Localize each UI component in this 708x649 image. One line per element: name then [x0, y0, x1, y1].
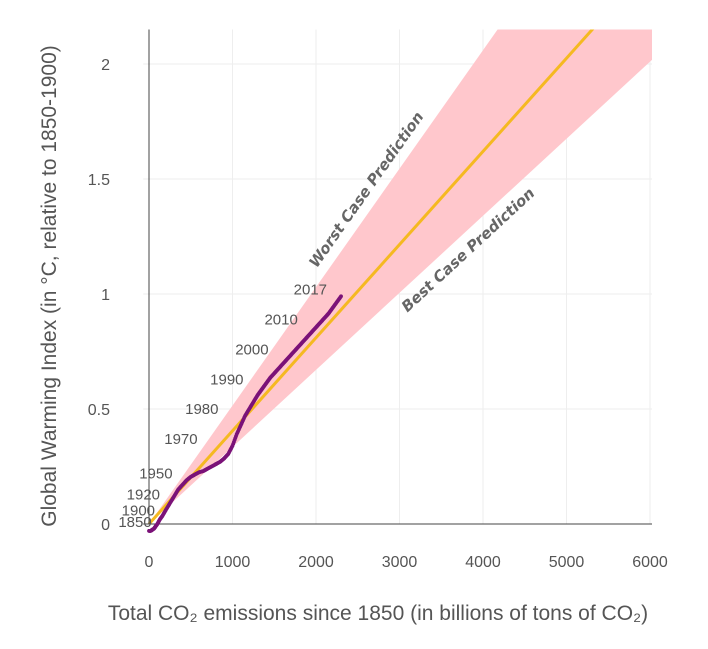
- y-tick-label: 0.5: [88, 402, 110, 419]
- y-tick-label: 1: [101, 287, 110, 304]
- y-tick-label: 2: [101, 57, 110, 74]
- year-label-1850: 1850: [118, 514, 151, 531]
- x-tick-label: 1000: [215, 554, 251, 571]
- year-label-2000: 2000: [235, 341, 268, 358]
- axes: 0 1000 2000 3000 4000 5000 6000 0 0.5 1 1.5 2: [88, 29, 668, 571]
- x-tick-label: 5000: [549, 554, 585, 571]
- year-label-1970: 1970: [164, 431, 197, 448]
- observed-series: [147, 294, 343, 533]
- x-tick-label: 4000: [465, 554, 501, 571]
- year-label-1980: 1980: [185, 401, 218, 418]
- prediction-band-layer: [147, 29, 652, 526]
- x-axis-title: Total CO₂ emissions since 1850 (in billi…: [108, 602, 648, 625]
- year-label-2010: 2010: [264, 312, 297, 329]
- year-label-1920: 1920: [127, 486, 160, 503]
- x-tick-label: 0: [145, 554, 154, 571]
- y-tick-label: 1.5: [88, 172, 110, 189]
- year-label-1990: 1990: [210, 371, 243, 388]
- central-prediction-line: [147, 29, 595, 526]
- y-tick-label: 0: [101, 517, 110, 534]
- year-label-2017: 2017: [294, 282, 327, 299]
- year-label-1950: 1950: [139, 466, 172, 483]
- data-point: [339, 294, 343, 299]
- year-label-1900: 1900: [122, 502, 155, 519]
- y-axis-title: Global Warming Index (in °C, relative to…: [38, 45, 61, 527]
- x-tick-label: 6000: [632, 554, 668, 571]
- x-tick-label: 3000: [382, 554, 418, 571]
- x-tick-label: 2000: [298, 554, 334, 571]
- prediction-band: [149, 29, 652, 524]
